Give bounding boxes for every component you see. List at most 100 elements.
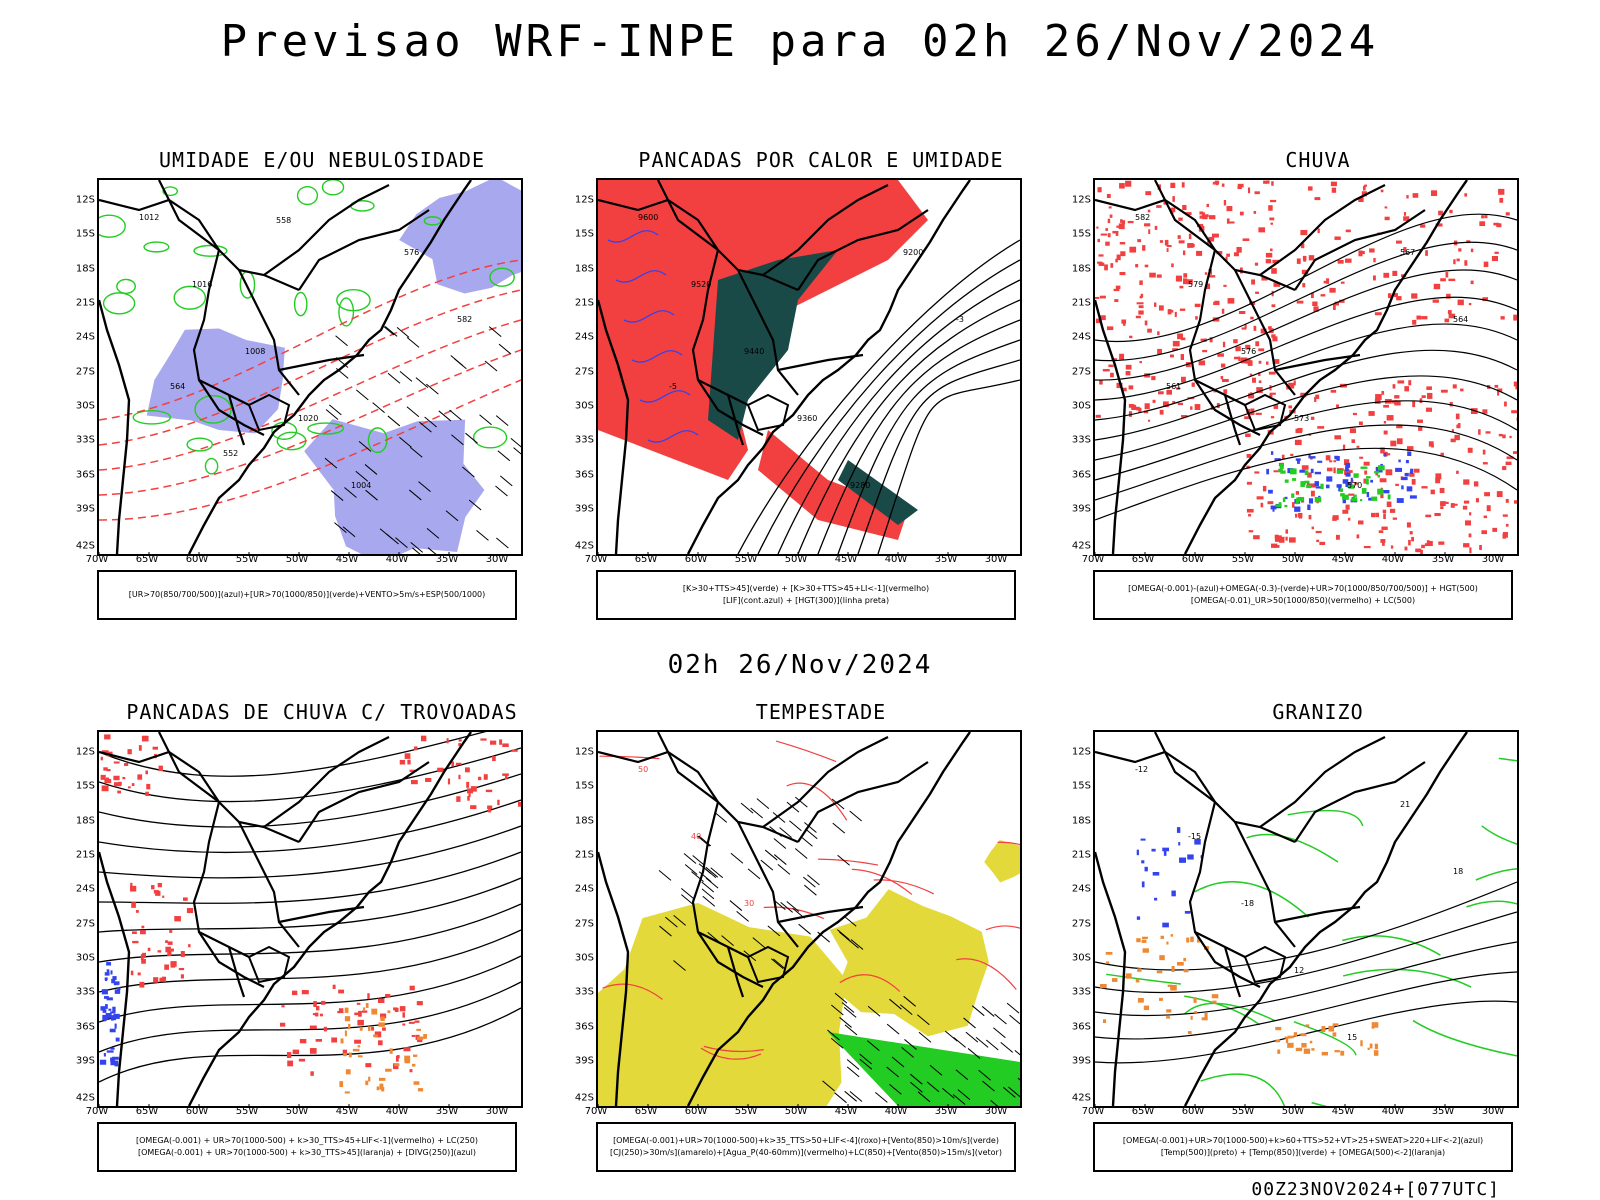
lon-tick-label: 55W	[734, 1106, 758, 1117]
rain-area-red	[1148, 229, 1151, 235]
rain-area-red	[1314, 396, 1317, 402]
rain-area-red	[1452, 384, 1457, 389]
lat-tick-label: 21S	[75, 849, 95, 861]
rain-area-red	[1246, 481, 1252, 485]
storm-area-red	[316, 1006, 320, 1011]
wind-vector	[1006, 1002, 1020, 1014]
rain-area-red	[1497, 390, 1500, 396]
rain-area-red	[1256, 496, 1264, 500]
omega-area-orange	[1105, 961, 1110, 964]
map-trovoadas[interactable]	[97, 730, 523, 1108]
map-tempestade[interactable]: 50 40 30	[596, 730, 1022, 1108]
rain-area-red	[1358, 421, 1363, 425]
lat-tick-label: 39S	[574, 503, 594, 515]
rain-area-red	[1421, 395, 1426, 398]
rain-area-red	[1484, 492, 1491, 497]
legend-line: [LIF](cont.azul) + [HGT(300)](linha pret…	[722, 596, 890, 605]
map-umidade[interactable]: 1012 1016 1008 1020 1004 576 582 564 552 558	[97, 178, 523, 556]
country-border	[158, 732, 220, 803]
map-pancadas-calor[interactable]: 9600 9520 9440 9360 9280 9200 -3 -5	[596, 178, 1022, 556]
lat-tick-label: 42S	[574, 1092, 594, 1104]
omega-area-orange	[1170, 934, 1174, 937]
wind-vector	[488, 326, 502, 338]
rain-area-red	[1394, 395, 1400, 399]
rain-area-red	[1456, 424, 1459, 429]
lon-tick-label: 60W	[684, 1106, 708, 1117]
rain-area-red	[1482, 449, 1486, 455]
rain-area-red	[1435, 473, 1442, 480]
rain-area-red	[1412, 401, 1416, 408]
rain-area-red	[1226, 253, 1230, 257]
storm-area-red	[492, 756, 496, 762]
rain-area-red	[1233, 252, 1239, 257]
rain-area-red	[1450, 438, 1456, 443]
rain-area-red	[1109, 214, 1113, 218]
lat-axis: 12S 15S 18S 21S 24S 27S 30S 33S 36S 39S 42S	[560, 730, 594, 1104]
rain-area-red	[1302, 255, 1307, 261]
rain-area-red	[1379, 478, 1387, 483]
wind-vector	[426, 383, 439, 395]
hgt500-contour	[1095, 269, 1517, 381]
rain-area-red	[1456, 258, 1460, 262]
rain-area-blue	[1396, 498, 1404, 503]
hail-area-blue	[1136, 916, 1141, 920]
page-title: Previsao WRF-INPE para 02h 26/Nov/2024	[220, 16, 1380, 67]
rain-area-red	[1334, 236, 1341, 240]
rain-area-red	[1121, 220, 1126, 225]
omega-area-orange	[1167, 984, 1173, 987]
rain-area-red	[1171, 263, 1174, 268]
rain-area-red	[1211, 233, 1219, 238]
map-chuva[interactable]: 582 579 576 573 570 567 564 561	[1093, 178, 1519, 556]
hgt500-contour	[1095, 213, 1517, 343]
humidity-contour-green	[296, 185, 319, 206]
divergence-area-blue	[112, 1006, 116, 1013]
rain-area-red	[1317, 228, 1320, 234]
rain-area-red	[1330, 389, 1337, 393]
country-border	[263, 184, 390, 276]
lon-axis: 70W 65W 60W 55W 50W 45W 40W 35W 30W	[585, 554, 1018, 568]
rain-area-red	[1135, 315, 1141, 319]
wind-vector	[387, 372, 401, 384]
rain-area-red	[1308, 255, 1315, 261]
wind-vector	[843, 1007, 857, 1018]
rain-area-red	[1486, 505, 1491, 512]
rain-area-red	[1202, 214, 1208, 220]
rain-area-red	[1100, 315, 1106, 321]
rain-area-red	[1425, 250, 1428, 256]
rain-area-red	[1206, 214, 1209, 218]
rain-area-red	[1245, 359, 1251, 364]
lat-tick-label: 30S	[1071, 400, 1091, 412]
map-granizo[interactable]: -12 -15 -18 12 15 21 18	[1093, 730, 1519, 1108]
rain-area-green	[1353, 494, 1357, 498]
rain-area-green	[1339, 488, 1343, 492]
wind-vector	[957, 1089, 971, 1101]
contour-label: 9600	[638, 213, 658, 222]
rain-area-blue	[1268, 489, 1273, 494]
rain-area-red	[1235, 346, 1239, 352]
rain-area-green	[1387, 494, 1391, 500]
rain-area-blue	[1334, 455, 1339, 460]
lat-tick-label: 30S	[574, 400, 594, 412]
divergence-area-blue	[103, 1052, 106, 1057]
lif-contour-blue	[647, 430, 699, 443]
rain-area-blue	[1370, 479, 1374, 483]
storm-area-orange	[371, 1008, 378, 1015]
rain-area-red	[1107, 218, 1111, 224]
storm-area-red	[385, 994, 391, 998]
lon-tick-label: 35W	[435, 1106, 459, 1117]
rain-area-red	[1395, 240, 1402, 244]
rain-area-red	[1238, 310, 1246, 314]
storm-area-red	[420, 735, 427, 742]
rain-area-red	[1300, 243, 1305, 249]
rain-area-red	[1206, 203, 1209, 208]
rain-area-red	[1246, 508, 1254, 513]
rain-area-red	[1100, 233, 1108, 236]
rain-area-red	[1143, 410, 1149, 414]
omega-area-orange	[1360, 1040, 1363, 1047]
wind-vector	[780, 901, 793, 913]
divergence-area-blue	[113, 1017, 117, 1021]
omega-area-orange	[1301, 1042, 1307, 1048]
storm-area-red	[456, 796, 461, 802]
streamline-250	[99, 799, 521, 854]
rain-area-red	[1226, 218, 1230, 224]
